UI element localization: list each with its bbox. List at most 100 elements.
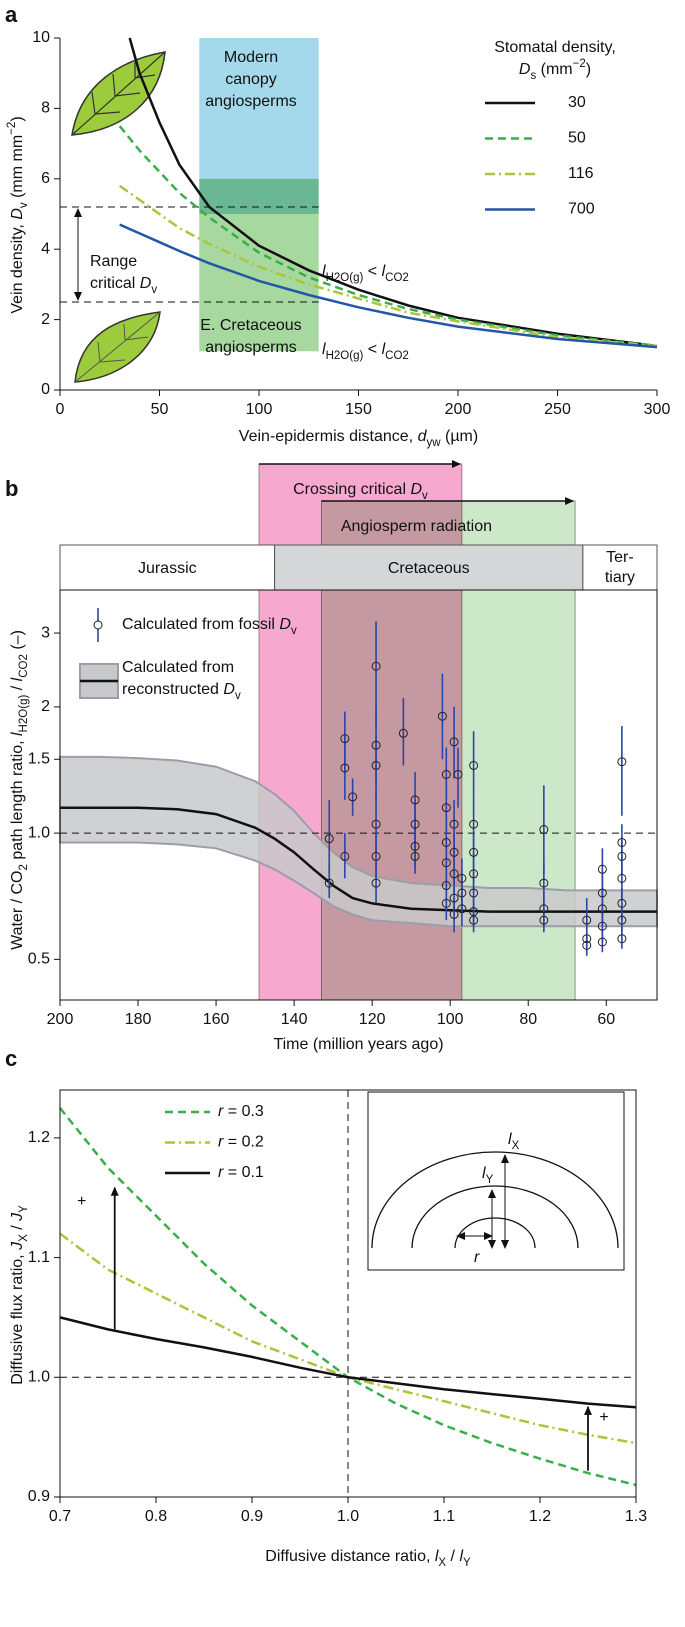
data-point [449, 737, 459, 747]
text-part: D [279, 616, 291, 633]
data-point [410, 819, 420, 829]
y-tick-label: 8 [41, 100, 50, 117]
text-part: Cretaceous [388, 560, 470, 577]
data-point [597, 937, 607, 947]
text-part: angiosperms [205, 93, 297, 110]
text-part: r [218, 1134, 224, 1151]
text-part: H2O(g) [326, 272, 364, 284]
data-point [441, 769, 451, 779]
data-point [539, 878, 549, 888]
text-part: (mm mm [9, 135, 26, 203]
text-part: ) [9, 116, 26, 121]
x-axis-label: Time (million years ago) [273, 1036, 443, 1053]
y-tick-label: 2 [41, 311, 50, 328]
x-tick-label: 100 [437, 1011, 464, 1028]
x-axis-label: Vein-epidermis distance, dyw (µm) [239, 428, 478, 449]
legend-label: Calculated from fossil Dv [122, 616, 297, 637]
text-part: s [530, 70, 536, 82]
interval-label: Crossing critical Dv [293, 481, 428, 502]
annotation: lH2O(g) < lCO2 [322, 263, 409, 284]
y-tick-label: 1.5 [28, 751, 50, 768]
text-part: l [459, 1548, 463, 1565]
y-tick-label: 0.9 [28, 1488, 50, 1505]
legend-swatch [93, 620, 103, 630]
text-part: Calculated from [122, 659, 234, 676]
data-point [348, 792, 358, 802]
text-part: l [322, 263, 326, 280]
data-line [118, 125, 658, 348]
data-point [457, 904, 467, 914]
legend-label: 30 [568, 94, 586, 111]
period-box [582, 544, 658, 591]
text-part: v [422, 490, 428, 502]
data-point [449, 893, 459, 903]
text-part: Vein density, [9, 220, 26, 314]
y-tick-label: 0.5 [28, 951, 50, 968]
data-point [617, 837, 627, 847]
x-tick-label: 60 [597, 1011, 615, 1028]
text-part: −2 [6, 122, 18, 135]
text-part: Diffusive flux ratio, [9, 1250, 26, 1385]
text-part: l [9, 677, 26, 681]
text-part: l [508, 1131, 512, 1148]
y-tick-label: 0 [41, 381, 50, 398]
text-part: v [18, 202, 30, 208]
data-point [597, 864, 607, 874]
region-label: E. Cretaceous angiosperms [200, 317, 301, 356]
leaf-icon [74, 311, 161, 383]
legend-label: r = 0.2 [218, 1134, 264, 1151]
inset-arc [411, 1185, 579, 1249]
text-part: Y [18, 1205, 30, 1213]
data-point [617, 851, 627, 861]
data-point [469, 907, 479, 917]
inset-frame [367, 1091, 625, 1271]
data-line [119, 223, 658, 349]
x-tick-label: 160 [203, 1011, 230, 1028]
data-point [453, 769, 463, 779]
data-point [469, 915, 479, 925]
legend-label: Calculated from reconstructed Dv [122, 659, 241, 702]
text-part: / [9, 1221, 26, 1234]
text-part: Modern [224, 49, 278, 66]
x-tick-label: 1.2 [529, 1508, 551, 1525]
text-part: (µm) [441, 428, 479, 445]
data-point [340, 763, 350, 773]
text-part: Jurassic [138, 560, 197, 577]
x-tick-label: 80 [519, 1011, 537, 1028]
text-part: X [18, 1234, 30, 1242]
text-part: path length ratio, [9, 736, 26, 864]
data-point [371, 760, 381, 770]
text-part: Y [486, 1174, 494, 1186]
x-tick-label: 0.8 [145, 1508, 167, 1525]
y-tick-label: 1.1 [28, 1249, 50, 1266]
data-line [118, 184, 658, 348]
data-point [617, 934, 627, 944]
x-tick-label: 0.9 [241, 1508, 263, 1525]
text-part: J [9, 1241, 26, 1251]
text-part: r [218, 1164, 224, 1181]
data-point [469, 847, 479, 857]
data-point [324, 834, 334, 844]
x-tick-label: 1.1 [433, 1508, 455, 1525]
data-point [324, 878, 334, 888]
data-point [441, 837, 451, 847]
x-tick-label: 0.7 [49, 1508, 71, 1525]
data-point [597, 888, 607, 898]
text-part: D [140, 275, 152, 292]
text-part: r [218, 1103, 224, 1120]
text-part: H2O(g) [18, 695, 30, 733]
x-tick-label: 1.3 [625, 1508, 647, 1525]
data-point [437, 711, 447, 721]
x-tick-label: 120 [359, 1011, 386, 1028]
text-part: v [235, 690, 241, 702]
text-part: D [410, 481, 422, 498]
annotation: lH2O(g) < lCO2 [322, 341, 409, 362]
data-line [59, 1316, 637, 1409]
data-point [617, 873, 627, 883]
plot-frame [59, 589, 658, 1001]
text-part: < [363, 263, 381, 280]
text-part: / [446, 1548, 459, 1565]
data-point [441, 858, 451, 868]
period-label: Jurassic [138, 560, 197, 577]
